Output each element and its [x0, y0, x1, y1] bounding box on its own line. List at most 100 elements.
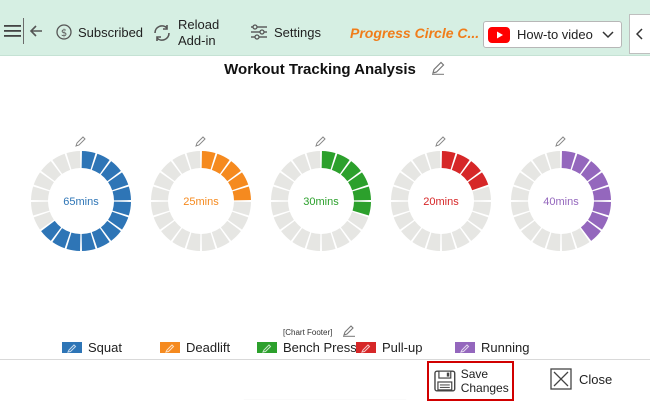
ring-segment-empty: [426, 151, 441, 170]
footer-divider: [0, 359, 650, 360]
dollar-circle-icon: $: [56, 24, 72, 40]
addin-brand-label: Progress Circle C...: [350, 25, 480, 41]
howto-video-dropdown[interactable]: How-to video: [483, 21, 622, 48]
ring-segment-filled: [451, 153, 470, 174]
ring-segment-empty: [472, 186, 491, 201]
back-arrow-icon[interactable]: [28, 23, 44, 39]
save-changes-label: Save Changes: [460, 367, 509, 395]
ring-segment-empty: [41, 161, 62, 182]
legend-item[interactable]: Deadlift: [160, 340, 230, 355]
close-button[interactable]: Close: [550, 368, 612, 390]
ring-segment-empty: [273, 211, 294, 230]
ring-segment-empty: [532, 228, 551, 249]
ring-segment-filled: [91, 153, 110, 174]
close-label: Close: [579, 371, 613, 387]
ring-center-label: 40mins: [543, 196, 579, 208]
chevron-down-icon: [602, 31, 614, 39]
ring-center-label: 65mins: [63, 196, 99, 208]
ring-segment-filled: [201, 151, 216, 170]
legend-item[interactable]: Bench Press: [257, 340, 357, 355]
reload-addin-label: Reload Add-in: [178, 17, 220, 48]
edit-ring-pencil-icon[interactable]: [75, 136, 86, 147]
ring-segment-empty: [172, 153, 191, 174]
ring-segment-empty: [532, 153, 551, 174]
ring-segment-empty: [153, 172, 174, 191]
ring-segment-filled: [352, 201, 371, 216]
ring-segment-empty: [331, 228, 350, 249]
subscribed-button[interactable]: $ Subscribed: [56, 24, 143, 40]
reload-addin-button[interactable]: Reload Add-in: [152, 17, 228, 49]
edit-ring-pencil-icon[interactable]: [435, 136, 446, 147]
ring-segment-filled: [340, 161, 361, 182]
ring-segment-empty: [472, 201, 491, 216]
ring-segment-empty: [401, 161, 422, 182]
legend-item[interactable]: Pull-up: [356, 340, 422, 355]
ring-segment-empty: [220, 220, 241, 241]
edit-footer-pencil-icon[interactable]: [342, 324, 356, 342]
ring-segment-filled: [52, 228, 71, 249]
legend-item[interactable]: Running: [455, 340, 529, 355]
ring-segment-empty: [161, 161, 182, 182]
ring-segment-empty: [151, 201, 170, 216]
ring-segment-empty: [412, 228, 431, 249]
ring-segment-empty: [426, 232, 441, 251]
save-changes-button[interactable]: Save Changes: [427, 361, 514, 401]
ring-segment-filled: [100, 220, 121, 241]
ring-segment-empty: [292, 228, 311, 249]
legend-label: Bench Press: [283, 340, 357, 355]
pencil-icon: [67, 344, 77, 353]
ring-segment-filled: [100, 161, 121, 182]
edit-ring-pencil-icon[interactable]: [315, 136, 326, 147]
ring-segment-empty: [468, 211, 489, 230]
ring-segment-empty: [571, 228, 590, 249]
ring-segment-filled: [580, 161, 601, 182]
ring-segment-empty: [66, 151, 81, 170]
ring-segment-empty: [186, 232, 201, 251]
ring-segment-empty: [228, 211, 249, 230]
chart-footer[interactable]: [Chart Footer]: [283, 328, 333, 337]
ring-segment-filled: [352, 186, 371, 201]
chart-title[interactable]: Workout Tracking Analysis: [224, 61, 416, 78]
ring-segment-empty: [292, 153, 311, 174]
ring-segment-empty: [521, 161, 542, 182]
ring-segment-filled: [81, 232, 96, 251]
ring-segment-empty: [31, 186, 50, 201]
ring-segment-filled: [561, 151, 576, 170]
ring-segment-filled: [108, 211, 129, 230]
pencil-icon: [262, 344, 272, 353]
legend-swatch: [356, 342, 376, 353]
ring-segment-filled: [588, 172, 609, 191]
ring-segment-empty: [186, 151, 201, 170]
ring-segment-empty: [393, 172, 414, 191]
ring-segment-filled: [588, 211, 609, 230]
ring-segment-empty: [511, 201, 530, 216]
settings-button[interactable]: Settings: [250, 24, 321, 40]
ring-segment-empty: [281, 161, 302, 182]
collapse-pane-button[interactable]: [629, 14, 650, 54]
ring-segment-filled: [321, 151, 336, 170]
floppy-disk-icon: [434, 370, 456, 392]
ring-segment-empty: [513, 211, 534, 230]
ring-segment-empty: [52, 153, 71, 174]
ring-segment-filled: [592, 186, 611, 201]
ring-segment-empty: [561, 232, 576, 251]
edit-title-pencil-icon[interactable]: [431, 61, 445, 80]
menu-icon[interactable]: [4, 24, 22, 38]
legend-label: Squat: [88, 340, 122, 355]
legend-item[interactable]: Squat: [62, 340, 122, 355]
edit-ring-pencil-icon[interactable]: [555, 136, 566, 147]
progress-circle-chart: 65mins 25mins 30mins 20mins 40mins: [31, 136, 611, 251]
legend-swatch: [62, 342, 82, 353]
ring-segment-empty: [412, 153, 431, 174]
ring-segment-empty: [201, 232, 216, 251]
ring-segment-filled: [91, 228, 110, 249]
ring-segment-filled: [112, 186, 131, 201]
ring-segment-filled: [41, 220, 62, 241]
toolbar-divider: [23, 18, 24, 44]
edit-ring-pencil-icon[interactable]: [195, 136, 206, 147]
ring-segment-empty: [546, 232, 561, 251]
ring-center-label: 25mins: [183, 196, 219, 208]
ring-segment-empty: [153, 211, 174, 230]
ring-segment-empty: [273, 172, 294, 191]
ring-segment-empty: [546, 151, 561, 170]
